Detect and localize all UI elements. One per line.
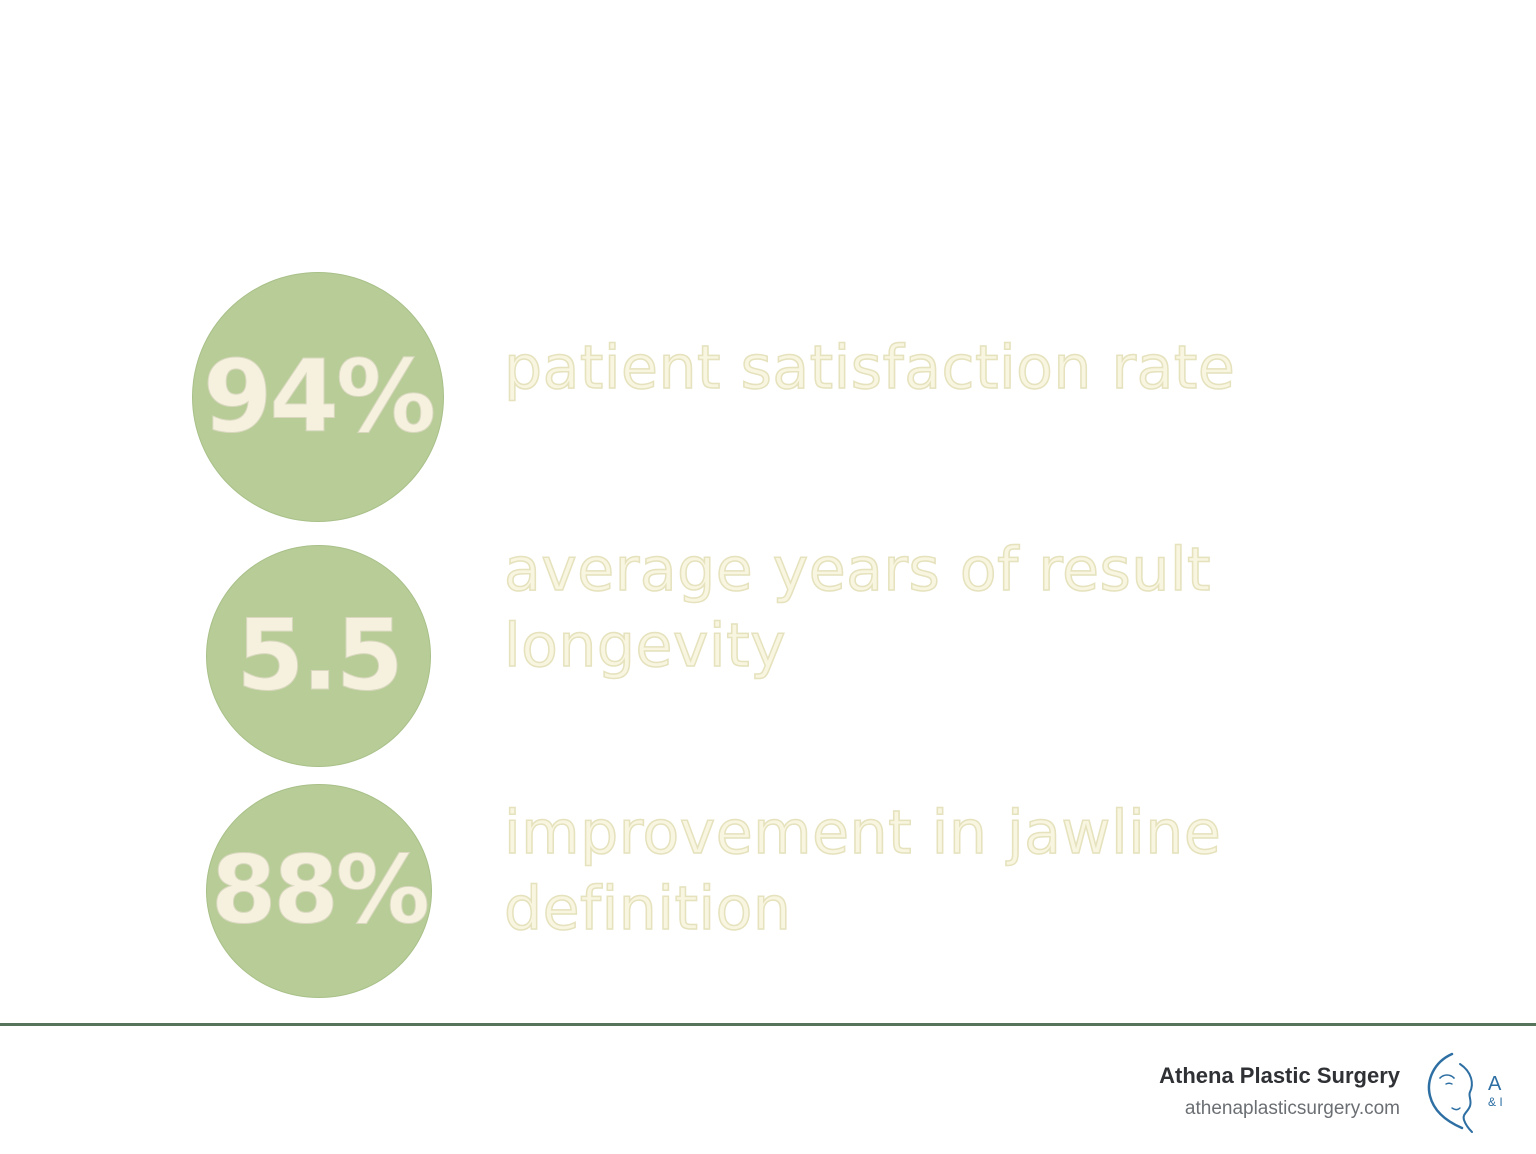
stat-label: improvement in jawline definition xyxy=(503,797,1222,945)
stat-value: 88% xyxy=(211,836,431,945)
stat-value: 5.5 xyxy=(236,599,405,713)
brand-website-link[interactable]: athenaplasticsurgery.com xyxy=(1184,1098,1400,1119)
stat-label: average years of result longevity xyxy=(503,534,1212,682)
stat-circle: 94% xyxy=(192,272,444,522)
footer-divider xyxy=(0,1023,1536,1026)
face-profile-logo-icon: A & I xyxy=(1427,1052,1503,1133)
stat-circle: 88% xyxy=(206,784,432,998)
logo-subtext: & I xyxy=(1488,1095,1503,1109)
stat-value: 94% xyxy=(202,338,436,455)
brand-logo: A & I xyxy=(1422,1050,1536,1134)
stat-label: patient satisfaction rate xyxy=(503,332,1236,404)
stat-circle: 5.5 xyxy=(206,545,431,767)
brand-name: Athena Plastic Surgery xyxy=(1159,1063,1400,1088)
logo-letter: A xyxy=(1488,1073,1502,1095)
